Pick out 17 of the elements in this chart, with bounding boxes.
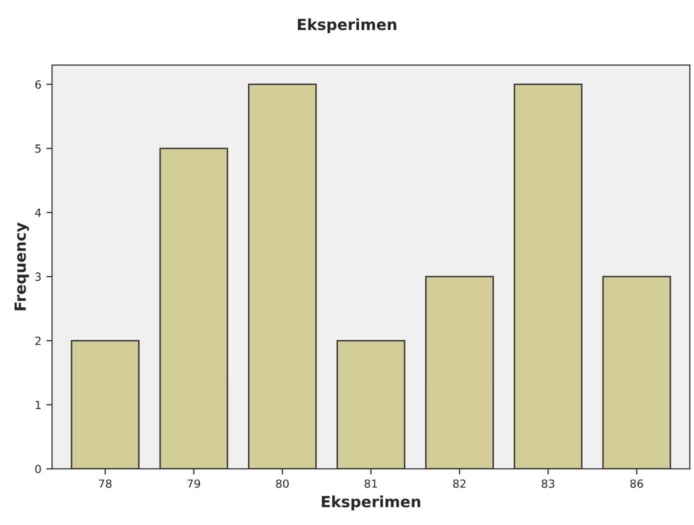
y-tick-label: 1 — [36, 400, 41, 409]
chart-title: Eksperimen — [298, 18, 396, 34]
y-tick-label: 6 — [35, 80, 41, 89]
x-tick-label: 80 — [276, 479, 289, 488]
x-tick-label: 81 — [364, 479, 377, 488]
x-tick-label: 79 — [188, 479, 200, 488]
y-axis-title: Frequency — [14, 222, 30, 310]
x-tick-label: 83 — [542, 479, 554, 488]
y-tick-label: 3 — [35, 272, 41, 281]
x-tick-label: 82 — [453, 479, 466, 488]
x-axis-title: Eksperimen — [322, 496, 420, 510]
y-tick-label: 0 — [35, 464, 41, 474]
y-tick-label: 4 — [35, 208, 42, 217]
y-tick-label: 5 — [35, 144, 41, 153]
x-tick-label: 78 — [99, 479, 112, 488]
y-tick-label: 2 — [35, 336, 41, 345]
x-tick-label: 86 — [630, 479, 644, 488]
